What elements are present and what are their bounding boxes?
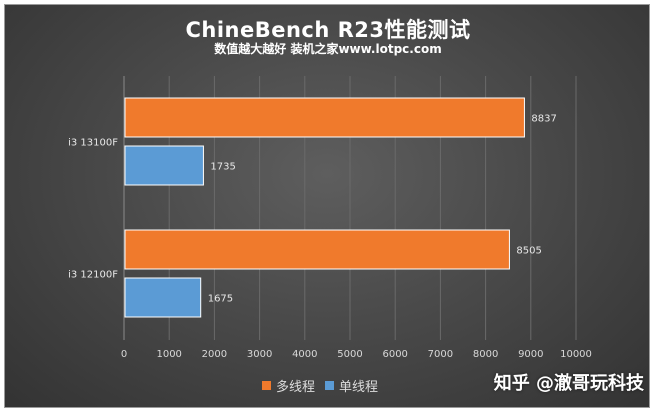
data-label: 1675 bbox=[208, 294, 233, 305]
bar bbox=[124, 145, 204, 186]
watermark-text: 知乎 @澈哥玩科技 bbox=[493, 373, 644, 394]
legend-label: 单线程 bbox=[339, 379, 379, 395]
x-tick-label: 3000 bbox=[247, 349, 272, 360]
bar bbox=[124, 97, 525, 138]
chart-title: ChineBench R23性能测试 bbox=[185, 18, 471, 42]
x-tick-label: 9000 bbox=[518, 349, 543, 360]
category-label: i3 13100F bbox=[68, 138, 118, 149]
legend-item: 多线程 bbox=[262, 376, 315, 395]
x-tick-label: 5000 bbox=[337, 349, 362, 360]
x-tick-label: 4000 bbox=[292, 349, 317, 360]
x-tick-label: 6000 bbox=[382, 349, 407, 360]
x-tick-label: 10000 bbox=[560, 349, 592, 360]
x-tick-label: 2000 bbox=[202, 349, 227, 360]
bar bbox=[124, 229, 510, 270]
chart-subtitle: 数值越大越好 装机之家www.lotpc.com bbox=[214, 42, 442, 56]
legend-swatch bbox=[325, 380, 335, 390]
category-label: i3 12100F bbox=[68, 270, 118, 281]
legend-label: 多线程 bbox=[276, 379, 316, 395]
bar bbox=[124, 277, 202, 318]
x-tick-label: 8000 bbox=[473, 349, 498, 360]
data-label: 1735 bbox=[210, 162, 235, 173]
data-label: 8505 bbox=[516, 246, 541, 257]
legend-swatch bbox=[262, 380, 271, 390]
chart-legend: 多线程 单线程 bbox=[262, 376, 388, 395]
chart-frame bbox=[4, 4, 650, 408]
data-label: 8837 bbox=[531, 114, 556, 125]
x-tick-label: 7000 bbox=[428, 349, 453, 360]
legend-item: 单线程 bbox=[325, 376, 378, 395]
x-tick-label: 0 bbox=[121, 349, 127, 360]
x-tick-label: 1000 bbox=[156, 349, 181, 360]
